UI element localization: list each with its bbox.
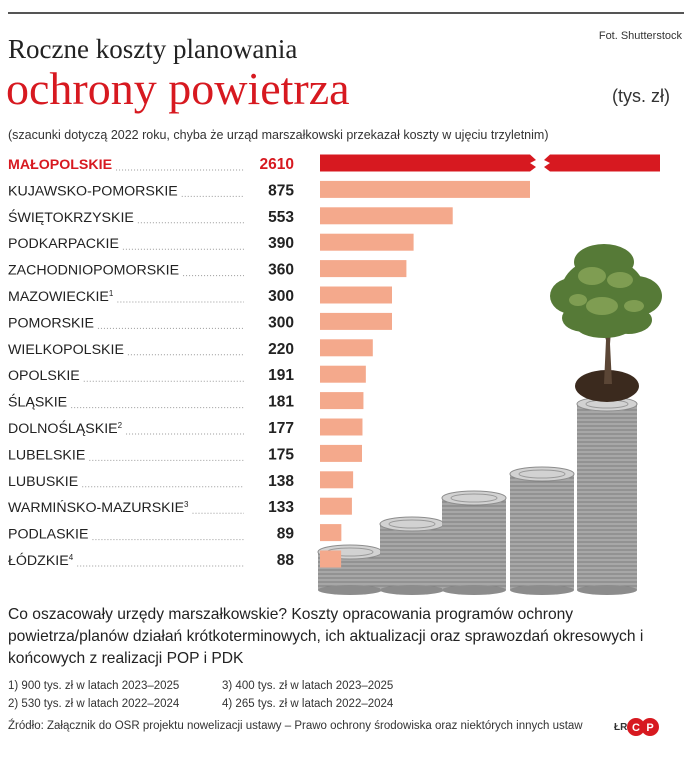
chart-row: KUJAWSKO-POMORSKIE 875 [8, 180, 530, 199]
category-label: DOLNOŚLĄSKIE2 [8, 419, 123, 437]
chart-row: LUBUSKIE 138 [8, 471, 354, 490]
chart-row: ŁÓDZKIE4 88 [8, 550, 342, 569]
value-label: 175 [268, 446, 294, 463]
category-label: ZACHODNIOPOMORSKIE [8, 263, 179, 279]
category-label: PODLASKIE [8, 527, 88, 543]
tree-illustration [550, 244, 662, 402]
category-label: WIELKOPOLSKIE [8, 342, 124, 358]
bar [320, 286, 392, 304]
value-label: 553 [268, 209, 294, 226]
value-label: 181 [268, 394, 294, 411]
category-label: LUBUSKIE [8, 474, 78, 490]
category-label: MAZOWIECKIE1 [8, 289, 114, 305]
value-label: 2610 [260, 156, 294, 173]
bar [320, 444, 362, 462]
title-line-2: ochrony powietrza [6, 63, 350, 114]
footnote-4: 4) 265 tys. zł w latach 2022–2024 [222, 698, 394, 710]
chart-row: ŚLĄSKIE 181 [8, 392, 364, 411]
chart-row: LUBELSKIE 175 [8, 444, 362, 463]
bar [320, 207, 453, 225]
bar [320, 154, 530, 172]
bar [320, 524, 342, 542]
footnote-1: 1) 900 tys. zł w latach 2023–2025 [8, 680, 180, 692]
publisher-logo: C P [627, 718, 659, 736]
value-label: 220 [268, 341, 294, 358]
coin-stack [379, 516, 445, 595]
chart-row: POMORSKIE 300 [8, 312, 392, 331]
chart-row: OPOLSKIE 191 [8, 365, 366, 384]
coin-stack [509, 466, 575, 595]
bar [320, 233, 414, 251]
bar [320, 312, 392, 330]
footnote-2: 2) 530 tys. zł w latach 2022–2024 [8, 698, 180, 710]
bar-break-left [530, 154, 536, 172]
unit-label: (tys. zł) [612, 86, 670, 106]
category-label: ŚLĄSKIE [8, 393, 67, 411]
chart-row: WARMIŃSKO-MAZURSKIE3 133 [8, 497, 352, 516]
chart-row: MAZOWIECKIE1 300 [8, 286, 392, 305]
footnote-mark: 3 [184, 500, 189, 509]
category-label: LUBELSKIE [8, 447, 85, 463]
value-label: 191 [268, 367, 294, 384]
value-label: 133 [268, 499, 294, 516]
bar [320, 497, 352, 515]
tree-crown [550, 244, 662, 338]
category-label: POMORSKIE [8, 315, 94, 331]
bar [320, 180, 530, 198]
value-label: 300 [268, 288, 294, 305]
coin-stack [441, 490, 507, 595]
footnote-mark: 2 [118, 421, 123, 430]
value-label: 89 [277, 526, 295, 543]
chart-row: MAŁOPOLSKIE 2610 [8, 154, 660, 173]
photo-credit: Fot. Shutterstock [598, 30, 682, 42]
source-note: Źródło: Załącznik do OSR projektu noweli… [8, 720, 583, 732]
value-label: 88 [277, 552, 295, 569]
chart-rows: MAŁOPOLSKIE 2610 KUJAWSKO-POMORSKIE 875 ŚWIĘ… [8, 154, 660, 569]
category-label: ŚWIĘTOKRZYSKIE [8, 208, 134, 226]
title-line-1: Roczne koszty planowania [8, 34, 298, 64]
value-label: 138 [268, 473, 294, 490]
value-label: 360 [268, 262, 294, 279]
value-label: 390 [268, 235, 294, 252]
value-label: 177 [268, 420, 294, 437]
chart-row: WIELKOPOLSKIE 220 [8, 339, 373, 358]
chart-note: (szacunki dotyczą 2022 roku, chyba że ur… [8, 128, 549, 142]
value-label: 300 [268, 314, 294, 331]
category-label: MAŁOPOLSKIE [8, 157, 112, 173]
svg-text:C: C [632, 722, 640, 734]
chart-row: PODLASKIE 89 [8, 524, 342, 543]
chart-row: ŚWIĘTOKRZYSKIE 553 [8, 207, 453, 226]
value-label: 875 [268, 182, 294, 199]
description: Co oszacowały urzędy marszałkowskie? Kos… [8, 606, 644, 667]
category-label: KUJAWSKO-POMORSKIE [8, 183, 178, 199]
category-label: ŁÓDZKIE4 [8, 552, 74, 569]
soil [575, 370, 639, 402]
category-label: WARMIŃSKO-MAZURSKIE3 [8, 499, 189, 516]
bar [320, 418, 363, 436]
chart-row: ZACHODNIOPOMORSKIE 360 [8, 260, 407, 279]
bar-chart: MAŁOPOLSKIE 2610 KUJAWSKO-POMORSKIE 875 ŚWIĘ… [8, 154, 662, 595]
bar [320, 550, 342, 568]
bar [320, 392, 364, 410]
chart-row: PODKARPACKIE 390 [8, 233, 414, 252]
bar-continued [544, 154, 660, 172]
top-rule [8, 12, 684, 14]
footnote-3: 3) 400 tys. zł w latach 2023–2025 [222, 680, 394, 692]
coin-stack [576, 396, 638, 595]
bar [320, 365, 366, 383]
footnote-mark: 4 [69, 553, 74, 562]
category-label: PODKARPACKIE [8, 236, 119, 252]
author-initials: ŁR [614, 722, 628, 733]
bar [320, 471, 354, 489]
chart-row: DOLNOŚLĄSKIE2 177 [8, 418, 363, 437]
bar [320, 339, 373, 357]
svg-text:P: P [646, 722, 653, 734]
category-label: OPOLSKIE [8, 368, 80, 384]
coin-stacks-illustration [317, 396, 638, 595]
bar [320, 260, 407, 278]
footnote-mark: 1 [109, 289, 114, 298]
